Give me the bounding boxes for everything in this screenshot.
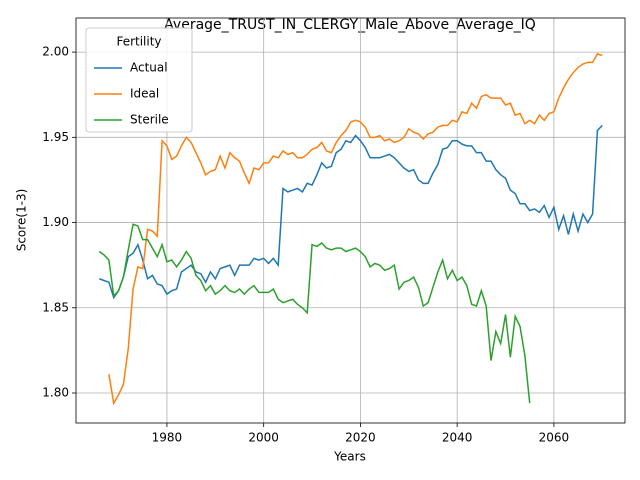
line-series (108, 52, 603, 406)
x-tick-label: 2020 (345, 431, 376, 445)
y-tick-label: 1.90 (42, 215, 69, 229)
legend-label: Sterile (130, 113, 169, 127)
x-tick-label: 1980 (152, 431, 183, 445)
line-series (98, 223, 531, 404)
legend-label: Actual (130, 61, 168, 75)
y-tick-label: 1.95 (42, 130, 69, 144)
legend-title: Fertility (116, 35, 161, 49)
x-axis-label: Years (333, 450, 366, 464)
y-tick-label: 2.00 (42, 45, 69, 59)
plot-frame (75, 17, 626, 424)
y-axis-label: Score(1-3) (15, 189, 29, 252)
chart-title: Average_TRUST_IN_CLERGY_Male_Above_Avera… (164, 17, 536, 33)
x-tick-label: 2000 (248, 431, 279, 445)
y-tick-label: 1.80 (42, 386, 69, 400)
legend-label: Ideal (130, 87, 159, 101)
line-series (98, 124, 603, 300)
x-tick-label: 2060 (539, 431, 570, 445)
x-tick-label: 2040 (442, 431, 473, 445)
legend-box (85, 27, 193, 133)
y-tick-label: 1.85 (42, 300, 69, 314)
